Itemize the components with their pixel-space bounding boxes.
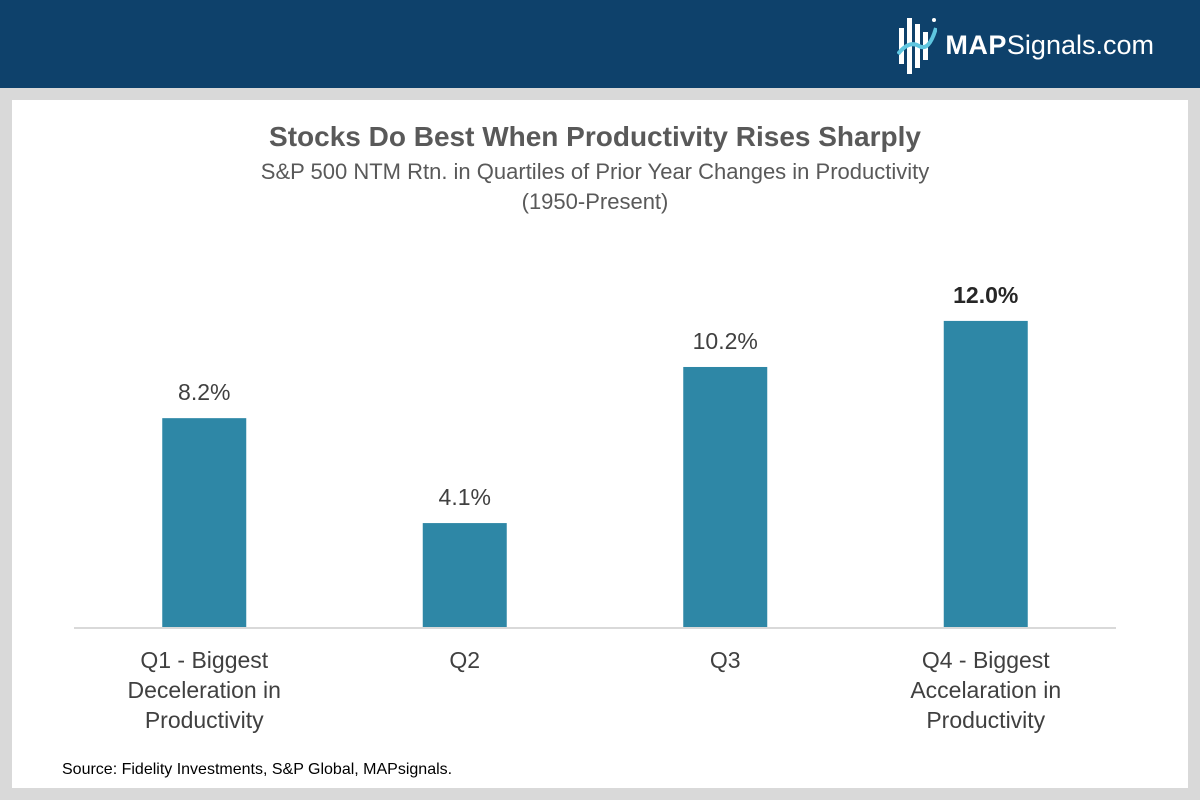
bar-value-label-3: 10.2% [693,328,758,354]
category-label-line: Q2 [449,647,480,673]
category-label-line: Productivity [926,707,1045,733]
bar-2 [422,523,507,628]
bar-1 [162,418,247,628]
category-label-3: Q3 [710,647,741,673]
bar-3 [683,366,768,628]
brand-logo[interactable]: MAPSignals.com [897,14,1154,76]
bar-value-label-4: 12.0% [953,282,1018,308]
category-label-4: Q4 - Biggest Accelaration in Productivity [910,647,1061,733]
bar-series: 8.2% Q1 - Biggest Deceleration in Productiv… [128,282,1062,733]
brand-wordmark-light: Signals.com [1006,29,1154,60]
chart-card: Stocks Do Best When Productivity Rises S… [12,100,1188,788]
category-label-line: Q1 - Biggest [140,647,268,673]
chart-subtitle-line2: (1950-Present) [522,189,669,214]
bar-chart: Stocks Do Best When Productivity Rises S… [62,121,1116,778]
category-label-line: Accelaration in [910,677,1061,703]
mapsignals-logo-icon [897,18,938,74]
category-label-line: Productivity [145,707,264,733]
category-label-line: Q3 [710,647,741,673]
category-label-1: Q1 - Biggest Deceleration in Productivity [128,647,281,733]
bar-value-label-2: 4.1% [439,484,491,510]
category-label-line: Q4 - Biggest [922,647,1050,673]
chart-title: Stocks Do Best When Productivity Rises S… [269,121,921,152]
category-label-2: Q2 [449,647,480,673]
brand-wordmark: MAPSignals.com [945,29,1154,60]
header-bar: MAPSignals.com [0,0,1200,88]
chart-subtitle-line1: S&P 500 NTM Rtn. in Quartiles of Prior Y… [261,159,929,184]
source-note: Source: Fidelity Investments, S&P Global… [62,761,452,778]
brand-wordmark-strong: MAP [945,29,1007,60]
bar-4 [943,320,1028,628]
category-label-line: Deceleration in [128,677,281,703]
bar-value-label-1: 8.2% [178,379,230,405]
